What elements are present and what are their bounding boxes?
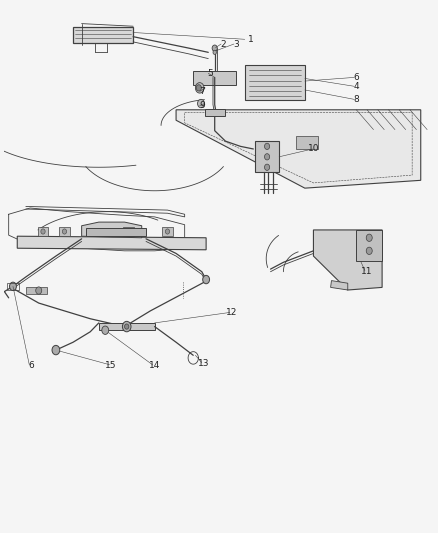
Circle shape	[198, 99, 205, 108]
Polygon shape	[255, 141, 279, 173]
Circle shape	[265, 143, 270, 149]
Circle shape	[102, 326, 109, 334]
Circle shape	[366, 247, 372, 254]
Polygon shape	[99, 323, 155, 330]
Text: 15: 15	[105, 361, 117, 370]
Text: 3: 3	[233, 40, 239, 49]
Circle shape	[52, 345, 60, 355]
Circle shape	[36, 287, 42, 294]
Polygon shape	[86, 228, 146, 236]
Polygon shape	[124, 227, 134, 236]
Circle shape	[212, 45, 217, 51]
Text: 14: 14	[149, 361, 160, 370]
Polygon shape	[331, 280, 348, 290]
Text: 4: 4	[353, 82, 359, 91]
Polygon shape	[59, 227, 70, 236]
Text: 13: 13	[198, 359, 210, 368]
Text: 7: 7	[199, 87, 205, 96]
Polygon shape	[81, 222, 142, 238]
Polygon shape	[162, 227, 173, 236]
Circle shape	[62, 229, 67, 234]
Circle shape	[265, 154, 270, 160]
Circle shape	[124, 324, 129, 329]
Polygon shape	[314, 230, 382, 290]
Circle shape	[10, 282, 16, 290]
Polygon shape	[357, 230, 382, 261]
Polygon shape	[193, 71, 236, 85]
Text: 6: 6	[353, 73, 359, 82]
Circle shape	[366, 234, 372, 241]
Circle shape	[203, 276, 209, 284]
Polygon shape	[176, 110, 421, 188]
Text: 11: 11	[361, 267, 373, 276]
Circle shape	[41, 229, 45, 234]
Polygon shape	[296, 136, 318, 149]
Text: 10: 10	[307, 144, 319, 154]
Circle shape	[195, 83, 204, 93]
Polygon shape	[26, 287, 47, 294]
Text: 12: 12	[226, 308, 237, 317]
Text: 2: 2	[220, 40, 226, 49]
Polygon shape	[205, 109, 226, 116]
Polygon shape	[38, 227, 48, 236]
Circle shape	[213, 50, 216, 54]
Text: 6: 6	[28, 361, 34, 370]
Polygon shape	[73, 27, 133, 43]
Polygon shape	[245, 66, 305, 100]
Circle shape	[265, 164, 270, 171]
Text: 1: 1	[248, 35, 254, 44]
Circle shape	[127, 229, 131, 234]
Polygon shape	[17, 236, 206, 250]
Text: 5: 5	[208, 69, 213, 78]
Text: 9: 9	[200, 101, 205, 110]
Circle shape	[122, 321, 131, 332]
Text: 8: 8	[353, 95, 359, 104]
Circle shape	[196, 85, 201, 91]
Circle shape	[166, 229, 170, 234]
